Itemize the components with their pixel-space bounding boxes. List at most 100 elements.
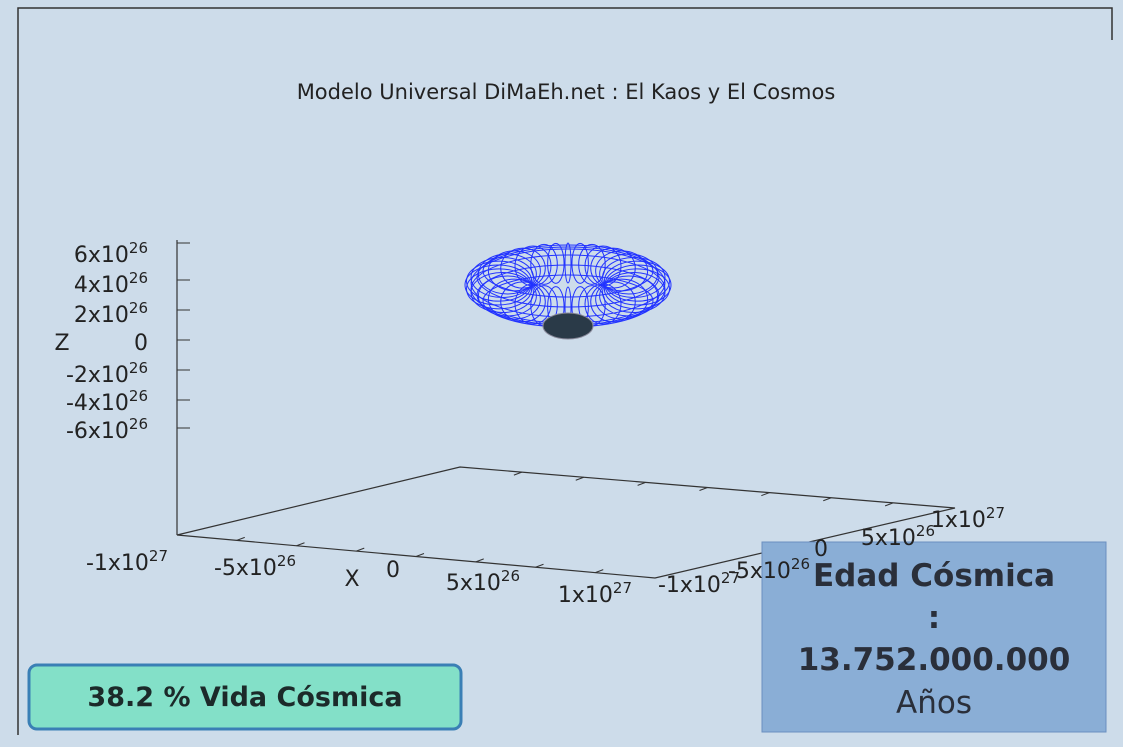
tick-label: 5x1026 — [446, 567, 520, 596]
tick-mark — [761, 492, 770, 497]
tick-exp: 26 — [129, 269, 148, 287]
torus-meridian — [470, 272, 534, 314]
tick-base: -1x10 — [86, 551, 149, 576]
torus-meridian — [602, 272, 666, 314]
tick-mark — [475, 558, 484, 563]
tick-base: -2x10 — [66, 363, 129, 388]
info-box — [761, 541, 1107, 733]
tick-base: 2x10 — [74, 303, 129, 328]
torus-meridian — [487, 250, 541, 292]
tick-base: -5x10 — [214, 556, 277, 581]
torus-meridian — [487, 278, 541, 320]
tick-mark — [236, 536, 245, 541]
torus-meridian — [599, 253, 659, 295]
tick-label: 0 — [134, 331, 148, 356]
tick-mark — [637, 481, 646, 486]
tick-exp: 26 — [916, 522, 935, 540]
tick-label: -1x1027 — [86, 547, 168, 576]
torus-meridian — [603, 260, 670, 302]
tick-label: 0 — [386, 558, 400, 583]
info-value: 13.752.000.000 — [798, 642, 1071, 678]
tick-exp: 27 — [986, 504, 1005, 522]
tick-label: 1x1027 — [558, 579, 632, 608]
tick-mark — [575, 476, 584, 481]
tick-label: 2x1026 — [74, 299, 148, 328]
tick-exp: 26 — [791, 555, 810, 573]
torus-meridian — [466, 260, 533, 302]
tick-base: 0 — [814, 537, 828, 562]
tick-base: -4x10 — [66, 391, 129, 416]
torus-meridian — [578, 243, 606, 285]
torus-meridian — [547, 242, 565, 284]
tick-base: 4x10 — [74, 273, 129, 298]
tick-mark — [823, 497, 832, 502]
torus-meridian — [564, 242, 572, 284]
tick-label: -5x1026 — [214, 552, 296, 581]
core — [542, 312, 594, 340]
tick-exp: 26 — [501, 567, 520, 585]
torus-meridian — [603, 268, 670, 310]
torus-meridian — [477, 275, 537, 317]
tick-exp: 26 — [129, 387, 148, 405]
tick-exp: 26 — [129, 415, 148, 433]
tick-label: 5x1026 — [861, 522, 935, 551]
torus-meridian — [590, 247, 636, 289]
tick-base: 1x10 — [558, 583, 613, 608]
tick-exp: 26 — [277, 552, 296, 570]
torus-meridian — [466, 268, 533, 310]
torus-meridian — [595, 278, 649, 320]
torus-meridian — [530, 243, 558, 285]
tick-base: 0 — [134, 331, 148, 356]
tick-label: 1x1027 — [931, 504, 1005, 533]
tick-mark — [513, 471, 523, 476]
tick-base: -5x10 — [728, 559, 791, 584]
tick-label: 0 — [814, 537, 828, 562]
tick-label: -4x1026 — [66, 387, 148, 416]
tick-exp: 26 — [129, 359, 148, 377]
plot-title: Modelo Universal DiMaEh.net : El Kaos y … — [297, 80, 836, 104]
tick-exp: 27 — [613, 579, 632, 597]
torus-meridian — [602, 256, 666, 298]
tick-base: -6x10 — [66, 419, 129, 444]
tick-exp: 27 — [149, 547, 168, 565]
tick-exp: 26 — [129, 239, 148, 257]
tick-label: -2x1026 — [66, 359, 148, 388]
torus-meridian — [571, 242, 589, 284]
tick-label: -6x1026 — [66, 415, 148, 444]
frame — [17, 7, 1113, 735]
torus-meridian — [470, 256, 534, 298]
x-axis-label: X — [344, 567, 359, 592]
tick-base: 0 — [386, 558, 400, 583]
tick-mark — [296, 542, 305, 547]
tick-base: 5x10 — [861, 526, 916, 551]
info-separator: : — [928, 600, 940, 636]
tick-label: -5x1026 — [728, 555, 810, 584]
tick-mark — [884, 502, 894, 507]
torus-meridian — [595, 250, 649, 292]
tick-label: 6x1026 — [74, 239, 148, 268]
progress-label[interactable]: 38.2 % Vida Cósmica — [87, 682, 402, 713]
tick-label: -1x1027 — [658, 569, 740, 598]
torus-meridian — [514, 245, 552, 287]
tick-mark — [535, 563, 544, 568]
tick-exp: 26 — [129, 299, 148, 317]
tick-mark — [699, 487, 708, 491]
progress-button[interactable] — [27, 663, 463, 731]
tick-mark — [356, 547, 365, 552]
z-axis-label: Z — [54, 331, 69, 356]
tick-mark — [415, 553, 425, 557]
tick-base: 5x10 — [446, 571, 501, 596]
tick-base: 1x10 — [931, 508, 986, 533]
tick-base: 6x10 — [74, 243, 129, 268]
axes — [176, 240, 956, 579]
tick-mark — [595, 569, 604, 574]
info-title: Edad Cósmica — [813, 558, 1055, 594]
torus-meridian — [500, 247, 546, 289]
torus-meridian — [590, 281, 636, 323]
tick-exp: 27 — [721, 569, 740, 587]
info-unit: Años — [896, 685, 972, 721]
tick-base: -1x10 — [658, 573, 721, 598]
torus-meridian — [500, 281, 546, 323]
